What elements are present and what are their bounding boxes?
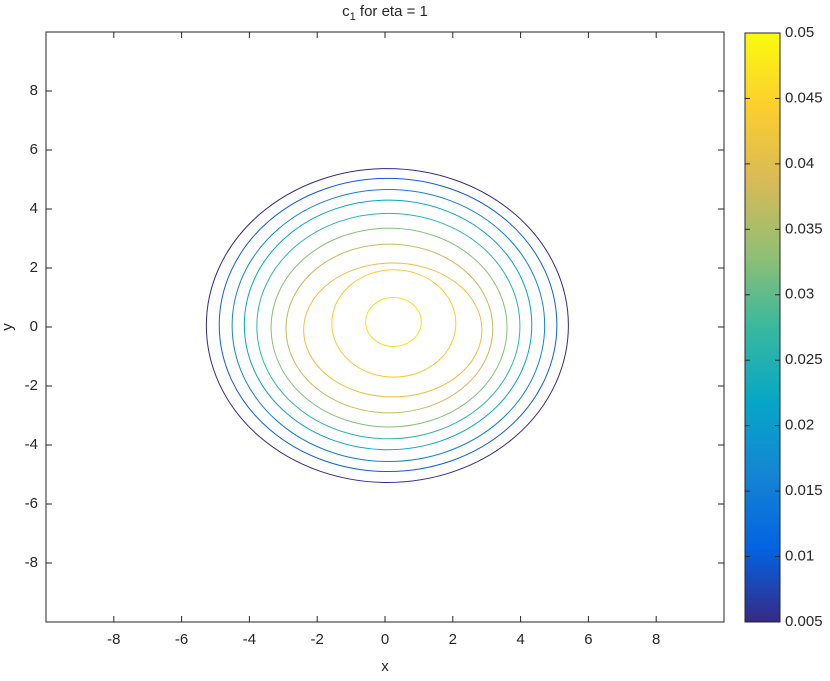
plot-area	[45, 31, 725, 623]
colorbar-tick-label: 0.035	[785, 220, 823, 237]
x-tick-label: -4	[243, 631, 256, 648]
contour-line	[231, 189, 546, 463]
contour-line	[243, 199, 533, 451]
y-axis-label: y	[0, 323, 16, 331]
contour-line	[303, 262, 483, 398]
colorbar-tick-label: 0.005	[785, 613, 823, 630]
y-tick-label: 0	[30, 318, 38, 335]
chart-title: c1 for eta = 1	[342, 3, 428, 23]
contour-line	[331, 269, 457, 378]
contour-line	[285, 243, 494, 414]
colorbar-tick-label: 0.025	[785, 351, 823, 368]
contour-line	[205, 168, 569, 483]
colorbar-tick-label: 0.02	[785, 417, 814, 434]
x-axis-label: x	[381, 658, 389, 675]
colorbar-tick-label: 0.045	[785, 89, 823, 106]
contour-line	[256, 212, 521, 440]
y-tick-label: 4	[30, 200, 38, 217]
colorbar-tick-label: 0.015	[785, 482, 823, 499]
y-tick-label: 8	[30, 82, 38, 99]
x-tick-label: -8	[107, 631, 120, 648]
x-tick-label: 4	[516, 631, 524, 648]
x-tick-label: 8	[652, 631, 660, 648]
x-tick-label: -2	[311, 631, 324, 648]
x-tick-label: 6	[584, 631, 592, 648]
y-tick-label: -8	[25, 554, 38, 571]
contour-line	[365, 297, 422, 347]
colorbar-tick-label: 0.01	[785, 548, 814, 565]
y-tick-label: 2	[30, 259, 38, 276]
x-tick-label: -6	[175, 631, 188, 648]
y-tick-label: -6	[25, 495, 38, 512]
title-subscript: 1	[350, 11, 356, 23]
colorbar-tick-label: 0.03	[785, 286, 814, 303]
contour-line	[270, 227, 508, 428]
colorbar	[744, 32, 781, 623]
title-rest: for eta = 1	[356, 3, 428, 20]
colorbar-tick-label: 0.04	[785, 155, 814, 172]
y-tick-label: -2	[25, 377, 38, 394]
title-main: c	[342, 3, 350, 20]
colorbar-tick-label: 0.05	[785, 24, 814, 41]
x-tick-label: 0	[381, 631, 389, 648]
contour-line	[218, 177, 558, 473]
y-tick-label: 6	[30, 141, 38, 158]
x-tick-label: 2	[449, 631, 457, 648]
y-tick-label: -4	[25, 436, 38, 453]
